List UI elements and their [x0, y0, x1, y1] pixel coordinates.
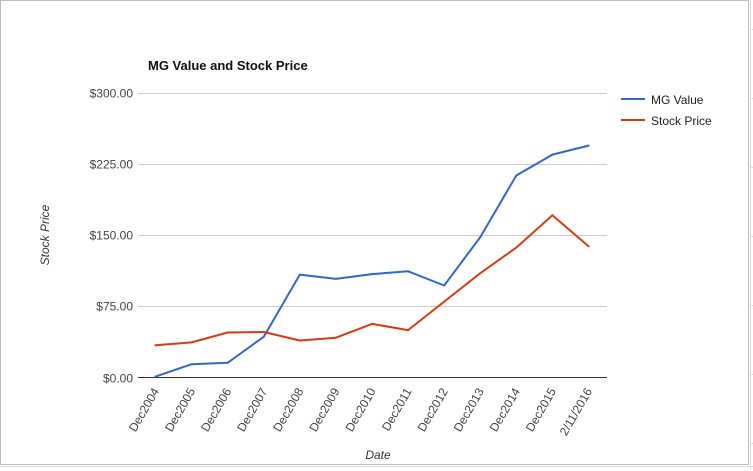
legend-label-stock-price: Stock Price — [651, 114, 712, 128]
legend: MG Value Stock Price — [621, 93, 712, 128]
x-tick-label: Dec2012 — [415, 385, 451, 434]
data-point[interactable] — [190, 341, 193, 344]
y-axis-tick-labels: $0.00 $75.00 $150.00 $225.00 $300.00 — [90, 87, 134, 386]
x-tick-label: Dec2014 — [487, 385, 523, 434]
data-point[interactable] — [479, 236, 482, 239]
data-point[interactable] — [551, 153, 554, 156]
data-point[interactable] — [587, 144, 590, 147]
data-point[interactable] — [226, 361, 229, 364]
y-tick-label: $150.00 — [90, 229, 134, 243]
data-point[interactable] — [407, 329, 410, 332]
data-point[interactable] — [443, 284, 446, 287]
x-axis-label: Date — [365, 448, 391, 462]
data-point[interactable] — [334, 336, 337, 339]
data-point[interactable] — [515, 246, 518, 249]
x-tick-label: Dec2015 — [523, 385, 559, 434]
data-point[interactable] — [262, 335, 265, 338]
x-axis-tick-labels: Dec2004 Dec2005 Dec2006 Dec2007 Dec2008 Dec20… — [126, 385, 595, 438]
data-point[interactable] — [334, 277, 337, 280]
y-axis-label: Stock Price — [38, 204, 52, 265]
legend-label-mg-value: MG Value — [651, 93, 704, 107]
data-point[interactable] — [154, 375, 157, 378]
x-tick-label: Dec2007 — [234, 385, 270, 434]
data-point[interactable] — [226, 331, 229, 334]
chart-gridlines — [138, 93, 607, 307]
series-line-mg-value[interactable] — [154, 144, 590, 378]
data-point[interactable] — [443, 300, 446, 303]
y-tick-label: $225.00 — [90, 158, 134, 172]
data-point[interactable] — [551, 214, 554, 217]
legend-item-mg-value[interactable]: MG Value — [621, 93, 704, 107]
data-point[interactable] — [479, 272, 482, 275]
x-tick-label: Dec2011 — [379, 385, 415, 433]
data-point[interactable] — [190, 363, 193, 366]
data-point[interactable] — [407, 270, 410, 273]
y-tick-label: $75.00 — [96, 300, 133, 314]
y-tick-label: $300.00 — [90, 87, 134, 101]
data-point[interactable] — [515, 174, 518, 177]
x-tick-label: Dec2008 — [270, 385, 306, 434]
series-line-stock-price[interactable] — [154, 214, 590, 347]
data-point[interactable] — [587, 245, 590, 248]
data-point[interactable] — [154, 344, 157, 347]
x-tick-label: Dec2006 — [198, 385, 234, 434]
x-tick-label: Dec2013 — [451, 385, 487, 434]
x-tick-label: Dec2009 — [306, 385, 342, 434]
data-point[interactable] — [262, 331, 265, 333]
x-tick-label: Dec2004 — [126, 385, 162, 434]
data-point[interactable] — [371, 273, 373, 276]
x-tick-label: 2/11/2016 — [557, 385, 596, 438]
data-point[interactable] — [371, 322, 373, 325]
data-point[interactable] — [298, 273, 301, 276]
x-tick-label: Dec2010 — [342, 385, 378, 434]
y-tick-label: $0.00 — [103, 372, 133, 386]
series-lines — [154, 144, 590, 378]
x-tick-label: Dec2005 — [162, 385, 198, 434]
legend-item-stock-price[interactable]: Stock Price — [621, 114, 712, 128]
chart-title: MG Value and Stock Price — [148, 58, 308, 73]
data-point[interactable] — [298, 339, 301, 342]
